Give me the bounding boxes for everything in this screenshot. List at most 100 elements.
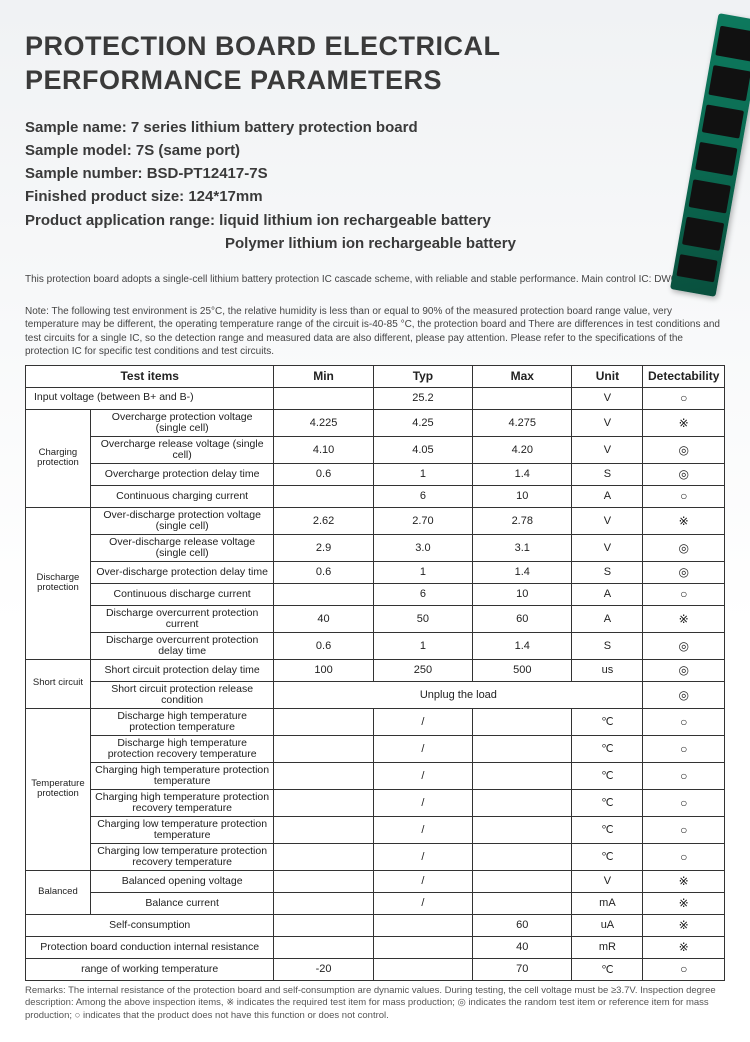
cell-typ: 4.05 <box>373 436 472 463</box>
cell-min <box>274 708 373 735</box>
th-detectability: Detectability <box>643 365 725 387</box>
cell-max <box>473 762 572 789</box>
cell-min <box>274 485 373 507</box>
cell-det: ※ <box>643 507 725 534</box>
cell-max: 500 <box>473 659 572 681</box>
cell-max <box>473 843 572 870</box>
cell-unit: ℃ <box>572 958 643 980</box>
cell-label: Continuous discharge current <box>90 583 273 605</box>
cell-unit: ℃ <box>572 843 643 870</box>
cell-max <box>473 708 572 735</box>
cell-det: ※ <box>643 936 725 958</box>
cell-typ: 4.25 <box>373 409 472 436</box>
cell-label: Over-discharge protection delay time <box>90 561 273 583</box>
cell-max: 4.20 <box>473 436 572 463</box>
cell-typ: / <box>373 816 472 843</box>
cell-typ: 1 <box>373 632 472 659</box>
cell-det: ※ <box>643 914 725 936</box>
row-cont-charge-current: Continuous charging current 6 10 A ○ <box>26 485 725 507</box>
cell-unit: ℃ <box>572 816 643 843</box>
spec-list: Sample name: 7 series lithium battery pr… <box>25 116 725 256</box>
cell-unit: A <box>572 583 643 605</box>
cell-typ: 25.2 <box>373 387 472 409</box>
cell-unit: V <box>572 507 643 534</box>
spec-sample-number: Sample number: BSD-PT12417-7S <box>25 162 725 185</box>
cat-charging: Charging protection <box>26 409 91 507</box>
row-odr-voltage: Over-discharge release voltage (single c… <box>26 534 725 561</box>
cell-max: 1.4 <box>473 561 572 583</box>
cell-det: ○ <box>643 843 725 870</box>
spec-app-range-1: Product application range: liquid lithiu… <box>25 209 725 232</box>
cell-unit: A <box>572 485 643 507</box>
cell-unit: S <box>572 632 643 659</box>
cell-label: Overcharge protection delay time <box>90 463 273 485</box>
cell-label: Input voltage (between B+ and B-) <box>26 387 274 409</box>
cell-min <box>274 914 373 936</box>
cell-label: Balance current <box>90 892 273 914</box>
row-ocp-delay: Overcharge protection delay time 0.6 1 1… <box>26 463 725 485</box>
cell-min: 0.6 <box>274 632 373 659</box>
cell-max: 2.78 <box>473 507 572 534</box>
spec-product-size: Finished product size: 124*17mm <box>25 185 725 208</box>
cell-label: Overcharge protection voltage (single ce… <box>90 409 273 436</box>
spec-app-range-2: Polymer lithium ion rechargeable battery <box>25 232 725 255</box>
cell-typ: 1 <box>373 561 472 583</box>
cell-max: 40 <box>473 936 572 958</box>
cell-max: 60 <box>473 605 572 632</box>
cell-unit: V <box>572 534 643 561</box>
cell-typ <box>373 936 472 958</box>
th-test-items: Test items <box>26 365 274 387</box>
cell-min <box>274 387 373 409</box>
cell-unit: ℃ <box>572 789 643 816</box>
cell-max: 10 <box>473 485 572 507</box>
cell-unit: ℃ <box>572 762 643 789</box>
cell-min <box>274 762 373 789</box>
row-dht: Temperature protection Discharge high te… <box>26 708 725 735</box>
row-clt: Charging low temperature protection temp… <box>26 816 725 843</box>
cell-label: Charging high temperature protection tem… <box>90 762 273 789</box>
row-balanced-voltage: Balanced Balanced opening voltage / V ※ <box>26 870 725 892</box>
cell-typ: 3.0 <box>373 534 472 561</box>
cell-label: Over-discharge release voltage (single c… <box>90 534 273 561</box>
row-odp-voltage: Discharge protection Over-discharge prot… <box>26 507 725 534</box>
cell-span: Unplug the load <box>274 681 643 708</box>
cell-unit: S <box>572 561 643 583</box>
cell-max <box>473 870 572 892</box>
cell-min: 0.6 <box>274 561 373 583</box>
cell-det: ◎ <box>643 681 725 708</box>
cell-min <box>274 735 373 762</box>
row-cont-discharge-current: Continuous discharge current 6 10 A ○ <box>26 583 725 605</box>
cell-label: Discharge overcurrent protection delay t… <box>90 632 273 659</box>
cell-min <box>274 870 373 892</box>
row-cht: Charging high temperature protection tem… <box>26 762 725 789</box>
cell-typ: 6 <box>373 485 472 507</box>
row-input-voltage: Input voltage (between B+ and B-) 25.2 V… <box>26 387 725 409</box>
cell-typ: 6 <box>373 583 472 605</box>
cell-typ: / <box>373 789 472 816</box>
cell-unit: V <box>572 387 643 409</box>
cat-short: Short circuit <box>26 659 91 708</box>
remarks-text: Remarks: The internal resistance of the … <box>25 985 725 1022</box>
cell-det: ◎ <box>643 534 725 561</box>
cell-min <box>274 583 373 605</box>
description-note: Note: The following test environment is … <box>25 305 725 359</box>
row-cltr: Charging low temperature protection reco… <box>26 843 725 870</box>
cell-unit: V <box>572 409 643 436</box>
row-working-temperature: range of working temperature -20 70 ℃ ○ <box>26 958 725 980</box>
cell-det: ◎ <box>643 561 725 583</box>
cell-det: ◎ <box>643 659 725 681</box>
cell-label: Charging low temperature protection temp… <box>90 816 273 843</box>
row-scp-release: Short circuit protection release conditi… <box>26 681 725 708</box>
row-chtr: Charging high temperature protection rec… <box>26 789 725 816</box>
cell-det: ※ <box>643 892 725 914</box>
cell-label: Short circuit protection delay time <box>90 659 273 681</box>
cell-det: ○ <box>643 387 725 409</box>
cell-det: ※ <box>643 409 725 436</box>
cell-min <box>274 789 373 816</box>
cell-det: ※ <box>643 870 725 892</box>
cell-label: Discharge high temperature protection te… <box>90 708 273 735</box>
description-1: This protection board adopts a single-ce… <box>25 273 725 287</box>
spec-sample-model: Sample model: 7S (same port) <box>25 139 725 162</box>
cell-label: Self-consumption <box>26 914 274 936</box>
cell-min: -20 <box>274 958 373 980</box>
